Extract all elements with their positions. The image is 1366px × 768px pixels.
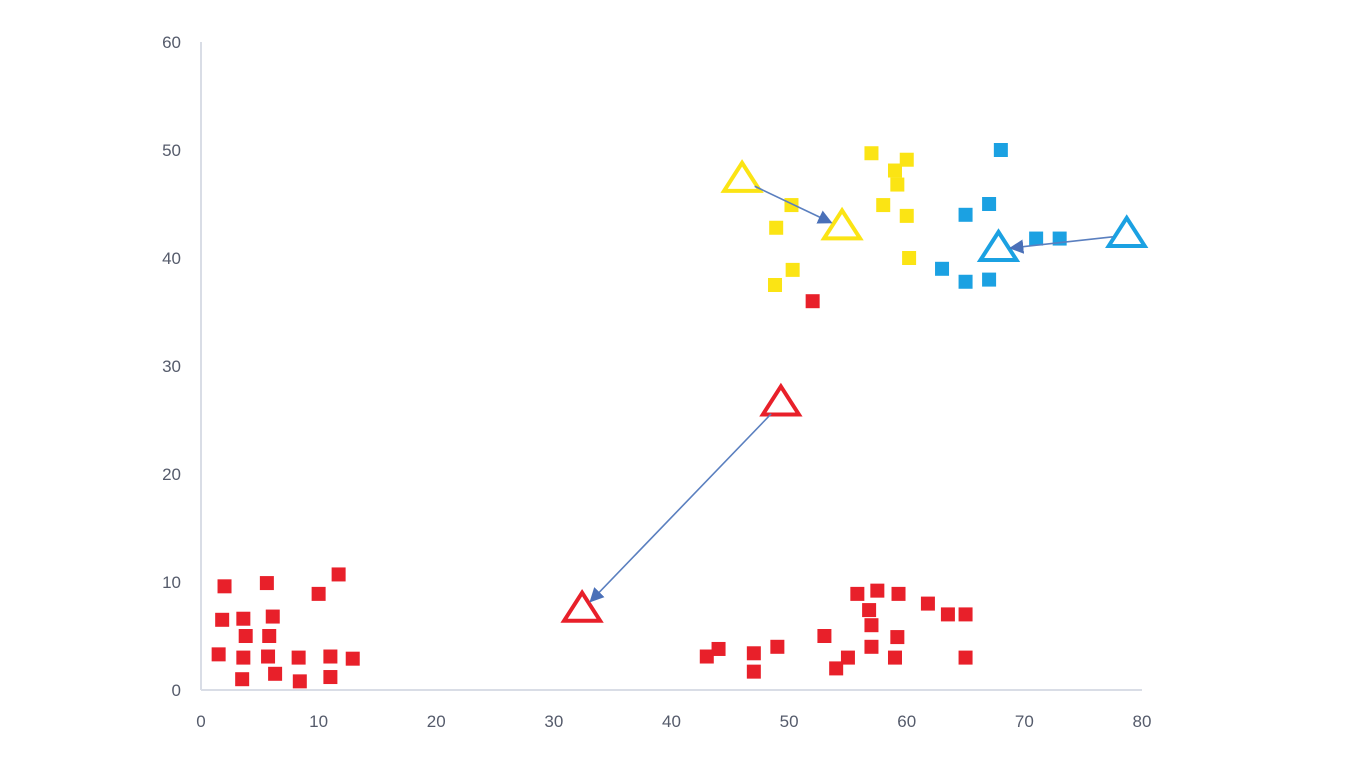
data-point — [746, 664, 761, 679]
data-point — [935, 261, 950, 276]
data-point — [211, 647, 226, 662]
data-point — [920, 596, 935, 611]
data-point — [864, 639, 879, 654]
data-point — [982, 272, 997, 287]
data-point — [238, 629, 253, 643]
x-tick-label: 50 — [780, 712, 799, 731]
data-point — [323, 670, 338, 685]
data-point — [262, 629, 277, 643]
data-point — [215, 612, 230, 627]
centroid-new-marker — [976, 228, 1021, 262]
y-tick-label: 30 — [162, 357, 181, 376]
centroid-move-arrow — [754, 185, 833, 224]
centroid-move-arrow — [589, 413, 772, 603]
data-point — [699, 649, 714, 664]
data-point — [817, 629, 832, 643]
data-point — [982, 197, 997, 211]
x-tick-label: 30 — [544, 712, 563, 731]
data-point — [958, 274, 973, 289]
x-tick-label: 10 — [309, 712, 328, 731]
data-point — [235, 672, 250, 687]
data-point — [805, 294, 820, 309]
data-point — [770, 639, 785, 654]
x-tick-label: 70 — [1015, 712, 1034, 731]
data-point — [993, 143, 1008, 157]
data-point — [840, 650, 855, 665]
centroid-old-marker — [759, 382, 803, 417]
data-point — [261, 649, 276, 664]
data-point — [292, 674, 307, 689]
data-point — [899, 208, 914, 223]
data-point — [887, 163, 902, 178]
data-point — [345, 651, 360, 666]
data-point — [259, 576, 274, 591]
x-tick-label: 20 — [427, 712, 446, 731]
x-tick-label: 0 — [196, 712, 205, 731]
y-tick-label: 50 — [162, 141, 181, 160]
centroid-new-marker — [820, 206, 864, 241]
data-point — [887, 650, 902, 665]
data-point — [899, 152, 914, 167]
data-point — [958, 607, 973, 622]
data-point — [870, 583, 885, 598]
centroid-old-marker — [720, 159, 764, 193]
y-tick-label: 10 — [162, 573, 181, 592]
x-tick-label: 80 — [1133, 712, 1152, 731]
data-point — [862, 603, 877, 618]
data-point — [784, 198, 799, 213]
data-point — [890, 630, 905, 645]
data-point — [291, 650, 306, 665]
data-point — [876, 198, 891, 213]
centroid-old-marker — [1105, 214, 1149, 248]
data-point — [785, 262, 800, 277]
data-point — [768, 278, 783, 292]
data-point — [891, 586, 906, 601]
data-point — [746, 646, 761, 661]
data-point — [311, 586, 326, 601]
y-tick-label: 60 — [162, 33, 181, 52]
data-point — [902, 251, 917, 265]
data-point — [268, 666, 283, 681]
data-point — [890, 177, 905, 192]
data-point — [265, 609, 280, 624]
data-point — [236, 611, 251, 626]
data-point — [331, 567, 346, 582]
data-point — [323, 649, 338, 664]
data-point — [850, 586, 865, 601]
data-point — [864, 618, 879, 633]
data-point — [829, 661, 844, 676]
y-tick-label: 0 — [172, 681, 181, 700]
data-point — [769, 220, 784, 235]
data-point — [236, 650, 251, 665]
y-tick-label: 40 — [162, 249, 181, 268]
data-point — [217, 579, 232, 594]
data-point — [864, 146, 879, 161]
centroid-new-marker — [560, 589, 604, 623]
x-tick-label: 60 — [897, 712, 916, 731]
centroid-move-arrow — [1008, 236, 1113, 254]
axes — [200, 42, 1142, 691]
data-point — [940, 607, 955, 622]
data-point — [958, 650, 973, 665]
data-point — [711, 641, 726, 656]
y-tick-label: 20 — [162, 465, 181, 484]
data-points — [211, 143, 1067, 689]
tick-labels: 0 10 20 30 40 50 60 70 80 0 10 20 30 40 50 60 — [162, 33, 1151, 731]
x-tick-label: 40 — [662, 712, 681, 731]
data-point — [1029, 231, 1044, 246]
centroid-markers — [560, 159, 1149, 623]
data-point — [958, 207, 973, 222]
